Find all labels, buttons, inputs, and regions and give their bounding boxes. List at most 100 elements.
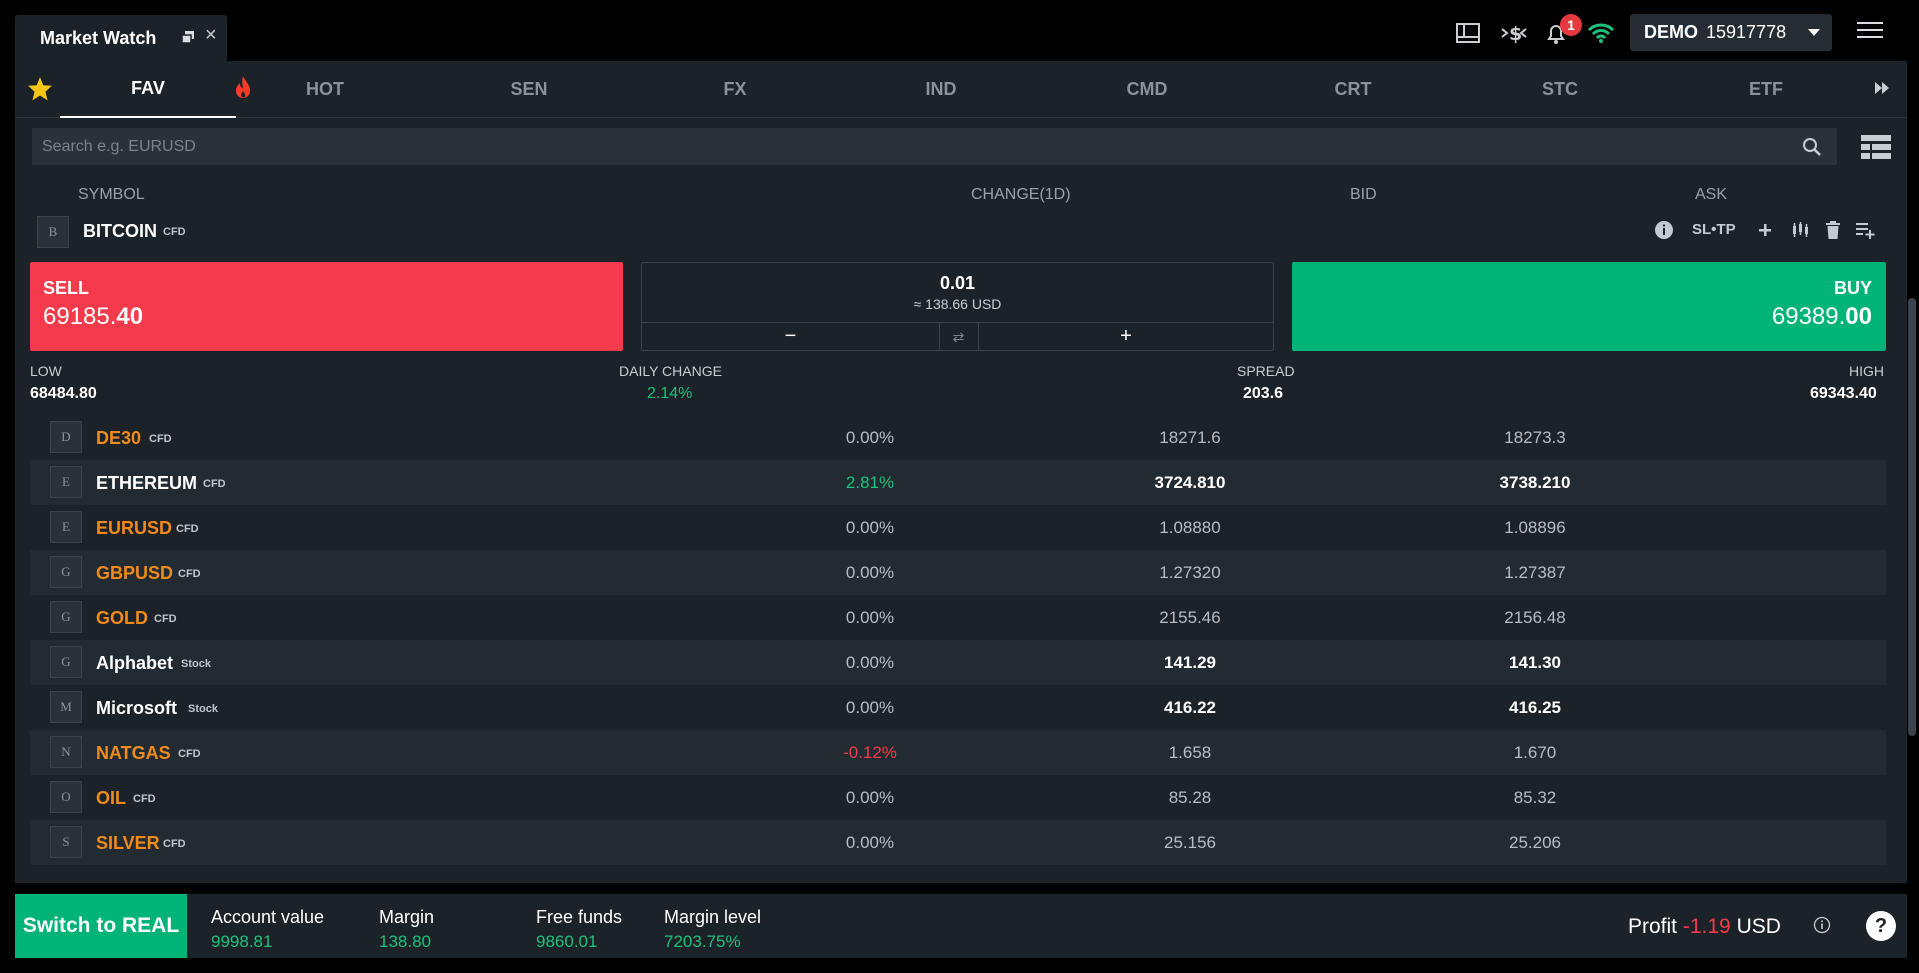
change-value: 0.00% bbox=[845, 788, 895, 807]
table-row[interactable]: M Microsoft Stock 0.00% 416.22 416.25 bbox=[30, 685, 1886, 730]
symbol-avatar: O bbox=[50, 781, 82, 813]
margin-level-label: Margin level bbox=[664, 907, 762, 927]
profit-label: Profit bbox=[1628, 915, 1678, 938]
trash-icon[interactable] bbox=[1825, 220, 1841, 240]
switch-to-real-button[interactable]: Switch to REAL bbox=[15, 894, 187, 958]
tab-cmd[interactable]: CMD bbox=[1126, 78, 1168, 99]
search-box bbox=[32, 128, 1837, 165]
bid-value: 3724.810 bbox=[1154, 473, 1226, 492]
layout-icon[interactable] bbox=[1453, 20, 1483, 46]
symbol-name: GBPUSD bbox=[96, 563, 174, 583]
table-row[interactable]: G Alphabet Stock 0.00% 141.29 141.30 bbox=[30, 640, 1886, 685]
table-row[interactable]: E ETHEREUM CFD 2.81% 3724.810 3738.210 bbox=[30, 460, 1886, 505]
scrollbar[interactable] bbox=[1908, 298, 1916, 736]
buy-button[interactable]: BUY 69389.00 bbox=[1292, 262, 1886, 351]
symbol-name: SILVER bbox=[96, 833, 160, 853]
close-icon[interactable]: × bbox=[205, 24, 217, 46]
table-row[interactable]: O OIL CFD 0.00% 85.28 85.32 bbox=[30, 775, 1886, 820]
tab-hot[interactable]: HOT bbox=[306, 78, 344, 99]
symbol-avatar: G bbox=[50, 601, 82, 633]
sl-tp-button[interactable]: SL•TP bbox=[1692, 221, 1736, 238]
search-icon[interactable] bbox=[1802, 137, 1822, 157]
symbol-avatar: M bbox=[50, 691, 82, 723]
category-tabs: FAV HOT SEN FX IND CMD CRT STC ETF bbox=[15, 61, 1907, 118]
volume-usd-estimate: ≈ 138.66 USD bbox=[913, 296, 1002, 312]
svg-text:$: $ bbox=[1509, 23, 1522, 45]
table-row[interactable]: E EURUSD CFD 0.00% 1.08880 1.08896 bbox=[30, 505, 1886, 550]
symbol-type: CFD bbox=[149, 433, 172, 445]
change-value: 0.00% bbox=[845, 608, 895, 627]
account-number: 15917778 bbox=[1706, 22, 1787, 42]
col-bid[interactable]: BID bbox=[1350, 186, 1377, 203]
tab-sen[interactable]: SEN bbox=[510, 78, 548, 99]
bid-value: 25.156 bbox=[1164, 833, 1216, 852]
margin-value: 138.80 bbox=[379, 932, 431, 951]
tab-fav[interactable]: FAV bbox=[60, 61, 236, 118]
col-change[interactable]: CHANGE(1D) bbox=[971, 186, 1071, 203]
menu-icon[interactable] bbox=[1857, 22, 1883, 42]
symbol-name: Microsoft bbox=[96, 698, 177, 718]
tab-crt[interactable]: CRT bbox=[1334, 78, 1372, 99]
spread-value: 203.6 bbox=[1243, 385, 1284, 402]
chart-candles-icon[interactable] bbox=[1790, 220, 1810, 240]
table-row[interactable]: N NATGAS CFD -0.12% 1.658 1.670 bbox=[30, 730, 1886, 775]
symbol-name: ETHEREUM bbox=[96, 473, 198, 493]
symbol-type: CFD bbox=[176, 523, 199, 535]
add-icon[interactable] bbox=[1757, 222, 1773, 238]
popout-icon[interactable] bbox=[181, 30, 195, 44]
symbol-name: OIL bbox=[96, 788, 126, 808]
info-icon[interactable] bbox=[1813, 916, 1831, 934]
fire-icon[interactable] bbox=[233, 75, 253, 101]
swap-icon[interactable]: ⇄ bbox=[939, 323, 979, 351]
profit-display: Profit -1.19 USD bbox=[1628, 915, 1781, 939]
window-title: Market Watch bbox=[40, 27, 157, 48]
symbol-avatar: N bbox=[50, 736, 82, 768]
col-symbol[interactable]: SYMBOL bbox=[78, 186, 145, 203]
symbol-type: CFD bbox=[133, 793, 156, 805]
table-view-icon[interactable] bbox=[1861, 135, 1891, 159]
buy-label: BUY bbox=[1833, 278, 1872, 298]
table-row[interactable]: G GOLD CFD 0.00% 2155.46 2156.48 bbox=[30, 595, 1886, 640]
account-selector[interactable]: DEMO 15917778 bbox=[1630, 14, 1832, 51]
info-icon[interactable] bbox=[1654, 220, 1674, 240]
high-value: 69343.40 bbox=[1810, 385, 1877, 402]
tab-etf[interactable]: ETF bbox=[1749, 78, 1783, 99]
change-value: 2.81% bbox=[845, 473, 895, 492]
col-ask[interactable]: ASK bbox=[1695, 186, 1728, 203]
change-value: 0.00% bbox=[845, 653, 895, 672]
double-chevron-right-icon[interactable] bbox=[1873, 79, 1891, 97]
symbol-avatar: D bbox=[50, 421, 82, 453]
tab-stc[interactable]: STC bbox=[1542, 78, 1578, 99]
ask-value: 2156.48 bbox=[1504, 608, 1566, 627]
bell-icon[interactable]: 1 bbox=[1541, 14, 1582, 46]
volume-value[interactable]: 0.01 bbox=[939, 273, 976, 293]
column-headers: SYMBOL CHANGE(1D) BID ASK bbox=[15, 178, 1907, 210]
symbol-avatar: B bbox=[37, 216, 69, 248]
table-row[interactable]: S SILVER CFD 0.00% 25.156 25.206 bbox=[30, 820, 1886, 865]
volume-increase-button[interactable]: + bbox=[1120, 325, 1132, 347]
volume-decrease-button[interactable]: − bbox=[642, 323, 940, 351]
volume-controls: − ⇄ + bbox=[642, 322, 1273, 351]
sell-button[interactable]: SELL 69185.40 bbox=[30, 262, 623, 351]
spread-label: SPREAD bbox=[1237, 363, 1295, 379]
symbol-name: BITCOIN bbox=[83, 221, 157, 241]
symbol-name: DE30 bbox=[96, 428, 142, 448]
table-row[interactable]: D DE30 CFD 0.00% 18271.6 18273.3 bbox=[30, 415, 1886, 460]
add-to-list-icon[interactable] bbox=[1855, 220, 1875, 240]
table-row[interactable]: G GBPUSD CFD 0.00% 1.27320 1.27387 bbox=[30, 550, 1886, 595]
help-button[interactable]: ? bbox=[1856, 894, 1907, 958]
star-icon[interactable] bbox=[27, 76, 53, 102]
tab-fx[interactable]: FX bbox=[723, 78, 747, 99]
bid-value: 85.28 bbox=[1168, 788, 1212, 807]
search-input[interactable] bbox=[32, 128, 1792, 165]
market-watch-window-tab[interactable]: Market Watch × bbox=[15, 15, 227, 61]
symbol-type: Stock bbox=[181, 658, 211, 670]
symbol-avatar: G bbox=[50, 646, 82, 678]
dollar-transfer-icon[interactable]: $ bbox=[1499, 20, 1529, 46]
account-footer: Switch to REAL Account value 9998.81 Mar… bbox=[15, 894, 1907, 958]
account-value: 9998.81 bbox=[211, 932, 273, 951]
symbol-type: Stock bbox=[188, 703, 218, 715]
tab-ind[interactable]: IND bbox=[925, 78, 957, 99]
selected-symbol-header[interactable]: B BITCOIN CFD SL•TP bbox=[15, 211, 1885, 251]
change-value: 0.00% bbox=[845, 833, 895, 852]
